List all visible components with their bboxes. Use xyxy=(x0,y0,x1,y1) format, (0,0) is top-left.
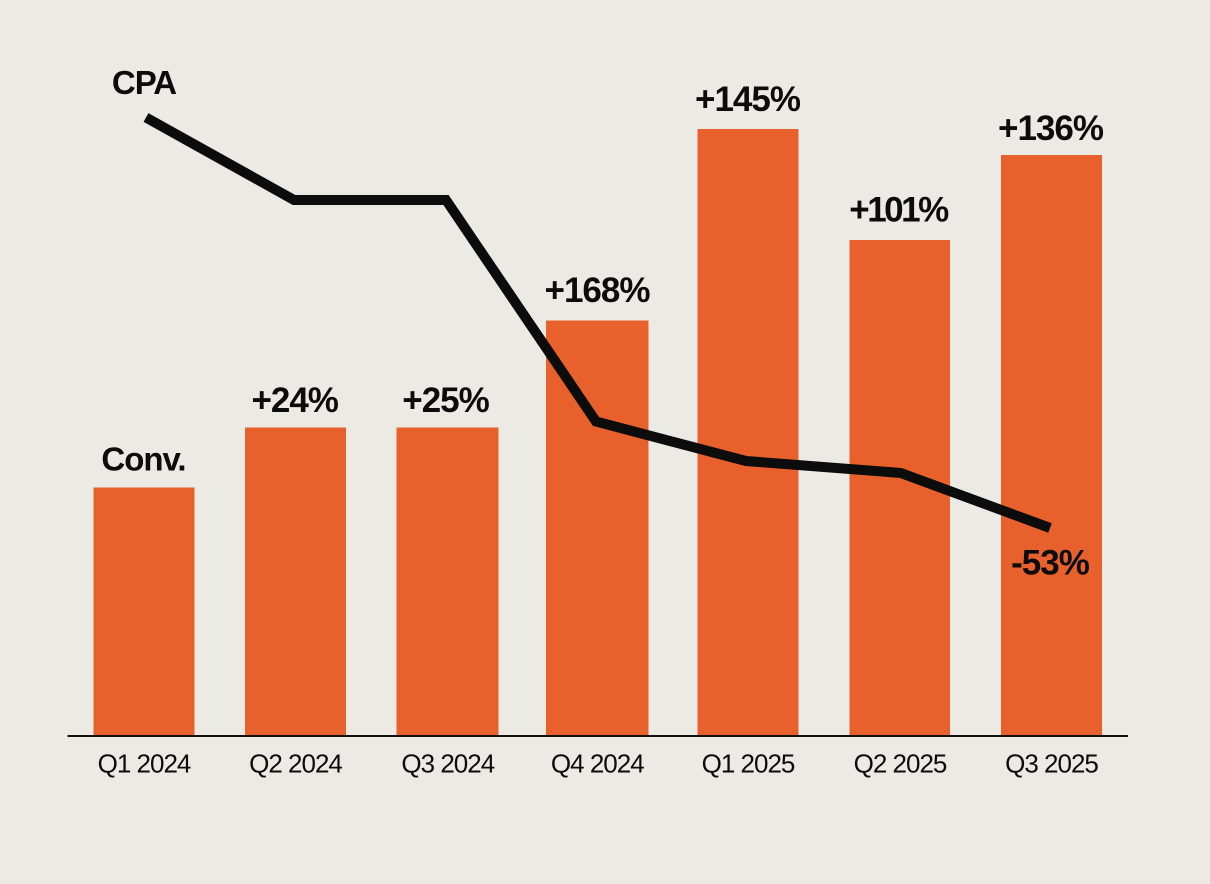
svg-text:+145%: +145% xyxy=(695,80,801,119)
svg-text:+25%: +25% xyxy=(402,381,489,420)
svg-text:+24%: +24% xyxy=(251,381,338,420)
svg-text:+101%: +101% xyxy=(849,191,949,230)
svg-text:CPA: CPA xyxy=(112,64,176,101)
svg-text:Conv.: Conv. xyxy=(101,441,185,478)
svg-text:Q4 2024: Q4 2024 xyxy=(551,749,644,779)
svg-text:Q2 2025: Q2 2025 xyxy=(854,749,947,779)
svg-text:Q2 2024: Q2 2024 xyxy=(249,749,342,779)
svg-text:+136%: +136% xyxy=(998,109,1104,148)
svg-text:Q3 2024: Q3 2024 xyxy=(401,749,494,779)
svg-text:-53%: -53% xyxy=(1011,544,1090,583)
svg-text:Q3 2025: Q3 2025 xyxy=(1005,749,1098,779)
svg-text:+168%: +168% xyxy=(545,271,651,310)
svg-text:Q1 2025: Q1 2025 xyxy=(702,749,795,779)
svg-text:Q1 2024: Q1 2024 xyxy=(98,749,191,779)
